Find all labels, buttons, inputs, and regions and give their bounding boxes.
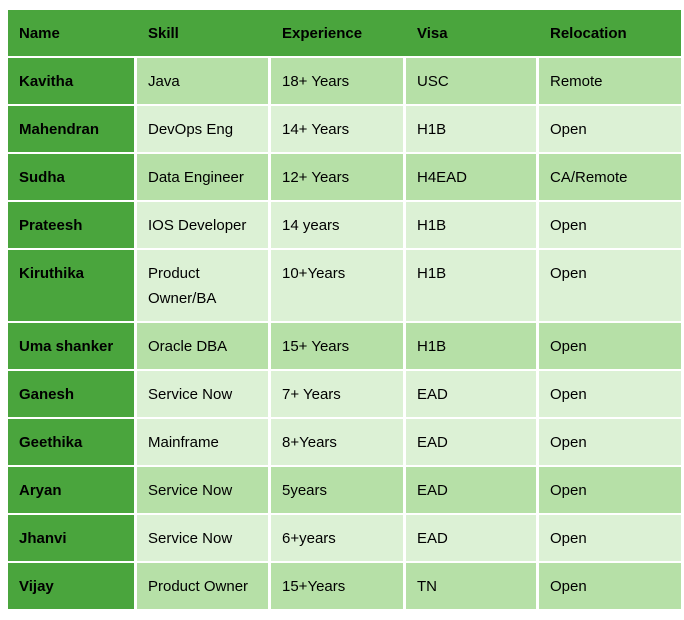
cell-visa: EAD	[406, 467, 539, 515]
cell-name: Mahendran	[8, 106, 137, 154]
cell-skill: Service Now	[137, 515, 271, 563]
cell-experience: 18+ Years	[271, 58, 406, 106]
cell-visa: USC	[406, 58, 539, 106]
cell-name: Prateesh	[8, 202, 137, 250]
table-row: Sudha Data Engineer 12+ Years H4EAD CA/R…	[8, 154, 681, 202]
candidates-table: Name Skill Experience Visa Relocation Ka…	[8, 10, 681, 611]
table-row: Kiruthika Product Owner/BA 10+Years H1B …	[8, 250, 681, 323]
cell-skill: Oracle DBA	[137, 323, 271, 371]
cell-relocation: Open	[539, 371, 681, 419]
cell-name: Geethika	[8, 419, 137, 467]
table-header-row: Name Skill Experience Visa Relocation	[8, 10, 681, 58]
cell-visa: H1B	[406, 202, 539, 250]
cell-relocation: Open	[539, 419, 681, 467]
cell-skill: Java	[137, 58, 271, 106]
cell-name: Ganesh	[8, 371, 137, 419]
cell-experience: 15+ Years	[271, 323, 406, 371]
table-row: Mahendran DevOps Eng 14+ Years H1B Open	[8, 106, 681, 154]
cell-visa: H1B	[406, 250, 539, 323]
cell-name: Sudha	[8, 154, 137, 202]
cell-skill: Service Now	[137, 371, 271, 419]
table-row: Geethika Mainframe 8+Years EAD Open	[8, 419, 681, 467]
cell-visa: EAD	[406, 419, 539, 467]
table-row: Uma shanker Oracle DBA 15+ Years H1B Ope…	[8, 323, 681, 371]
column-header-name: Name	[8, 10, 137, 58]
cell-relocation: Open	[539, 202, 681, 250]
table-row: Ganesh Service Now 7+ Years EAD Open	[8, 371, 681, 419]
cell-skill: Product Owner	[137, 563, 271, 611]
cell-name: Jhanvi	[8, 515, 137, 563]
cell-visa: H1B	[406, 106, 539, 154]
column-header-visa: Visa	[406, 10, 539, 58]
cell-visa: TN	[406, 563, 539, 611]
cell-name: Vijay	[8, 563, 137, 611]
cell-relocation: Open	[539, 106, 681, 154]
cell-experience: 12+ Years	[271, 154, 406, 202]
cell-experience: 15+Years	[271, 563, 406, 611]
cell-name: Kiruthika	[8, 250, 137, 323]
cell-visa: H4EAD	[406, 154, 539, 202]
cell-visa: H1B	[406, 323, 539, 371]
cell-name: Aryan	[8, 467, 137, 515]
cell-name: Kavitha	[8, 58, 137, 106]
cell-relocation: Open	[539, 467, 681, 515]
cell-relocation: CA/Remote	[539, 154, 681, 202]
column-header-skill: Skill	[137, 10, 271, 58]
cell-skill: Product Owner/BA	[137, 250, 271, 323]
cell-skill: Mainframe	[137, 419, 271, 467]
cell-experience: 6+years	[271, 515, 406, 563]
table-row: Vijay Product Owner 15+Years TN Open	[8, 563, 681, 611]
cell-relocation: Open	[539, 323, 681, 371]
cell-relocation: Remote	[539, 58, 681, 106]
cell-skill: Data Engineer	[137, 154, 271, 202]
table-row: Jhanvi Service Now 6+years EAD Open	[8, 515, 681, 563]
cell-experience: 14+ Years	[271, 106, 406, 154]
cell-name: Uma shanker	[8, 323, 137, 371]
cell-skill: Service Now	[137, 467, 271, 515]
table-row: Prateesh IOS Developer 14 years H1B Open	[8, 202, 681, 250]
cell-relocation: Open	[539, 250, 681, 323]
cell-experience: 10+Years	[271, 250, 406, 323]
cell-visa: EAD	[406, 515, 539, 563]
column-header-relocation: Relocation	[539, 10, 681, 58]
cell-relocation: Open	[539, 563, 681, 611]
table-row: Aryan Service Now 5years EAD Open	[8, 467, 681, 515]
cell-visa: EAD	[406, 371, 539, 419]
cell-experience: 7+ Years	[271, 371, 406, 419]
cell-experience: 14 years	[271, 202, 406, 250]
cell-skill: IOS Developer	[137, 202, 271, 250]
cell-skill: DevOps Eng	[137, 106, 271, 154]
cell-experience: 5years	[271, 467, 406, 515]
cell-relocation: Open	[539, 515, 681, 563]
column-header-experience: Experience	[271, 10, 406, 58]
table-row: Kavitha Java 18+ Years USC Remote	[8, 58, 681, 106]
cell-experience: 8+Years	[271, 419, 406, 467]
